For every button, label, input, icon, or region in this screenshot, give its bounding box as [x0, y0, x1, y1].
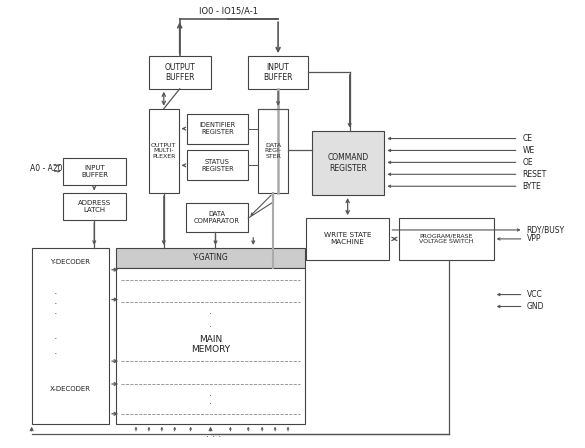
Text: IO0 - IO15/A-1: IO0 - IO15/A-1 [199, 7, 258, 16]
Text: BYTE: BYTE [522, 182, 541, 191]
Text: GND: GND [526, 302, 544, 311]
Bar [63, 159, 126, 185]
Bar [116, 268, 305, 424]
Bar [32, 248, 109, 424]
Text: Y-GATING: Y-GATING [192, 253, 228, 262]
Text: PROGRAM/ERASE
VOLTAGE SWITCH: PROGRAM/ERASE VOLTAGE SWITCH [419, 233, 474, 244]
Text: · · ·: · · · [206, 432, 221, 442]
Text: ·: · [209, 335, 212, 345]
Bar [187, 151, 248, 180]
Text: INPUT
BUFFER: INPUT BUFFER [263, 63, 293, 82]
Text: ·: · [54, 289, 57, 300]
Bar [258, 109, 288, 193]
Bar [149, 56, 211, 89]
Text: WE: WE [522, 146, 535, 155]
Text: OE: OE [522, 158, 533, 167]
Text: ·: · [54, 349, 57, 359]
Bar [248, 56, 308, 89]
Text: OUTPUT
MULTI-
PLEXER: OUTPUT MULTI- PLEXER [151, 142, 177, 159]
Text: ADDRESS
LATCH: ADDRESS LATCH [78, 200, 111, 213]
Text: VPP: VPP [526, 234, 541, 243]
Bar [306, 218, 390, 260]
Text: ·: · [54, 300, 57, 310]
Text: WRITE STATE
MACHINE: WRITE STATE MACHINE [324, 233, 371, 246]
Text: A0 - A20: A0 - A20 [30, 164, 62, 173]
Text: VCC: VCC [526, 290, 542, 299]
Text: Y-DECODER: Y-DECODER [50, 259, 91, 265]
Text: RESET: RESET [522, 170, 547, 179]
Text: RDY/BUSY: RDY/BUSY [526, 225, 565, 234]
Text: ·: · [54, 334, 57, 344]
Text: ·: · [54, 310, 57, 319]
Bar [312, 130, 384, 195]
Text: INPUT
BUFFER: INPUT BUFFER [81, 165, 108, 178]
Bar [187, 114, 248, 143]
Text: ·: · [209, 399, 212, 409]
Text: COMMAND
REGISTER: COMMAND REGISTER [328, 153, 369, 172]
Text: X-DECODER: X-DECODER [50, 386, 91, 392]
Bar [149, 109, 178, 193]
Bar [185, 203, 248, 232]
Text: ·: · [209, 391, 212, 401]
Text: CE: CE [522, 134, 532, 143]
Text: DATA
REGI-
STER: DATA REGI- STER [264, 142, 282, 159]
Bar [400, 218, 494, 260]
Text: IDENTIFIER
REGISTER: IDENTIFIER REGISTER [199, 122, 236, 135]
Text: STATUS
REGISTER: STATUS REGISTER [201, 159, 234, 172]
Bar [116, 248, 305, 268]
Text: OUTPUT
BUFFER: OUTPUT BUFFER [164, 63, 195, 82]
Text: MAIN
MEMORY: MAIN MEMORY [191, 335, 230, 354]
Bar [63, 193, 126, 220]
Text: ·: · [209, 310, 212, 319]
Text: DATA
COMPARATOR: DATA COMPARATOR [194, 211, 240, 224]
Text: ·: · [209, 323, 212, 332]
